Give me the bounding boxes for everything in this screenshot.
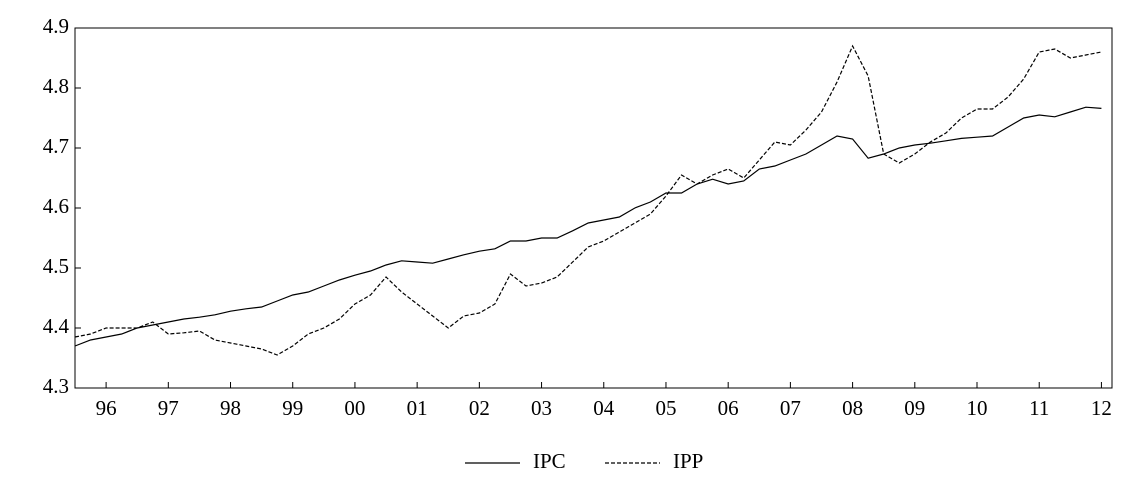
x-tick-label: 03 <box>531 396 552 420</box>
x-tick-label: 00 <box>344 396 365 420</box>
y-tick-label: 4.8 <box>43 74 69 98</box>
legend-label: IPC <box>533 449 566 473</box>
x-tick-label: 09 <box>904 396 925 420</box>
x-tick-label: 02 <box>469 396 490 420</box>
x-tick-label: 97 <box>158 396 179 420</box>
plot-frame <box>74 27 1113 389</box>
x-tick-label: 99 <box>282 396 303 420</box>
x-tick-label: 08 <box>842 396 863 420</box>
x-tick-label: 10 <box>967 396 988 420</box>
x-tick-label: 98 <box>220 396 241 420</box>
x-tick-label: 07 <box>780 396 801 420</box>
x-tick-label: 04 <box>593 396 615 420</box>
y-tick-label: 4.5 <box>43 254 69 278</box>
x-tick-label: 12 <box>1091 396 1112 420</box>
x-tick-label: 05 <box>655 396 676 420</box>
x-tick-label: 06 <box>718 396 739 420</box>
x-tick-label: 96 <box>96 396 117 420</box>
x-tick-label: 11 <box>1029 396 1049 420</box>
series-line <box>74 44 1102 356</box>
series-line <box>74 106 1102 347</box>
y-tick-label: 4.3 <box>43 374 69 398</box>
y-tick-label: 4.9 <box>43 14 69 38</box>
y-tick-label: 4.4 <box>43 314 70 338</box>
x-tick-label: 01 <box>407 396 428 420</box>
y-tick-label: 4.7 <box>43 134 69 158</box>
legend-label: IPP <box>673 449 703 473</box>
y-tick-label: 4.6 <box>43 194 69 218</box>
